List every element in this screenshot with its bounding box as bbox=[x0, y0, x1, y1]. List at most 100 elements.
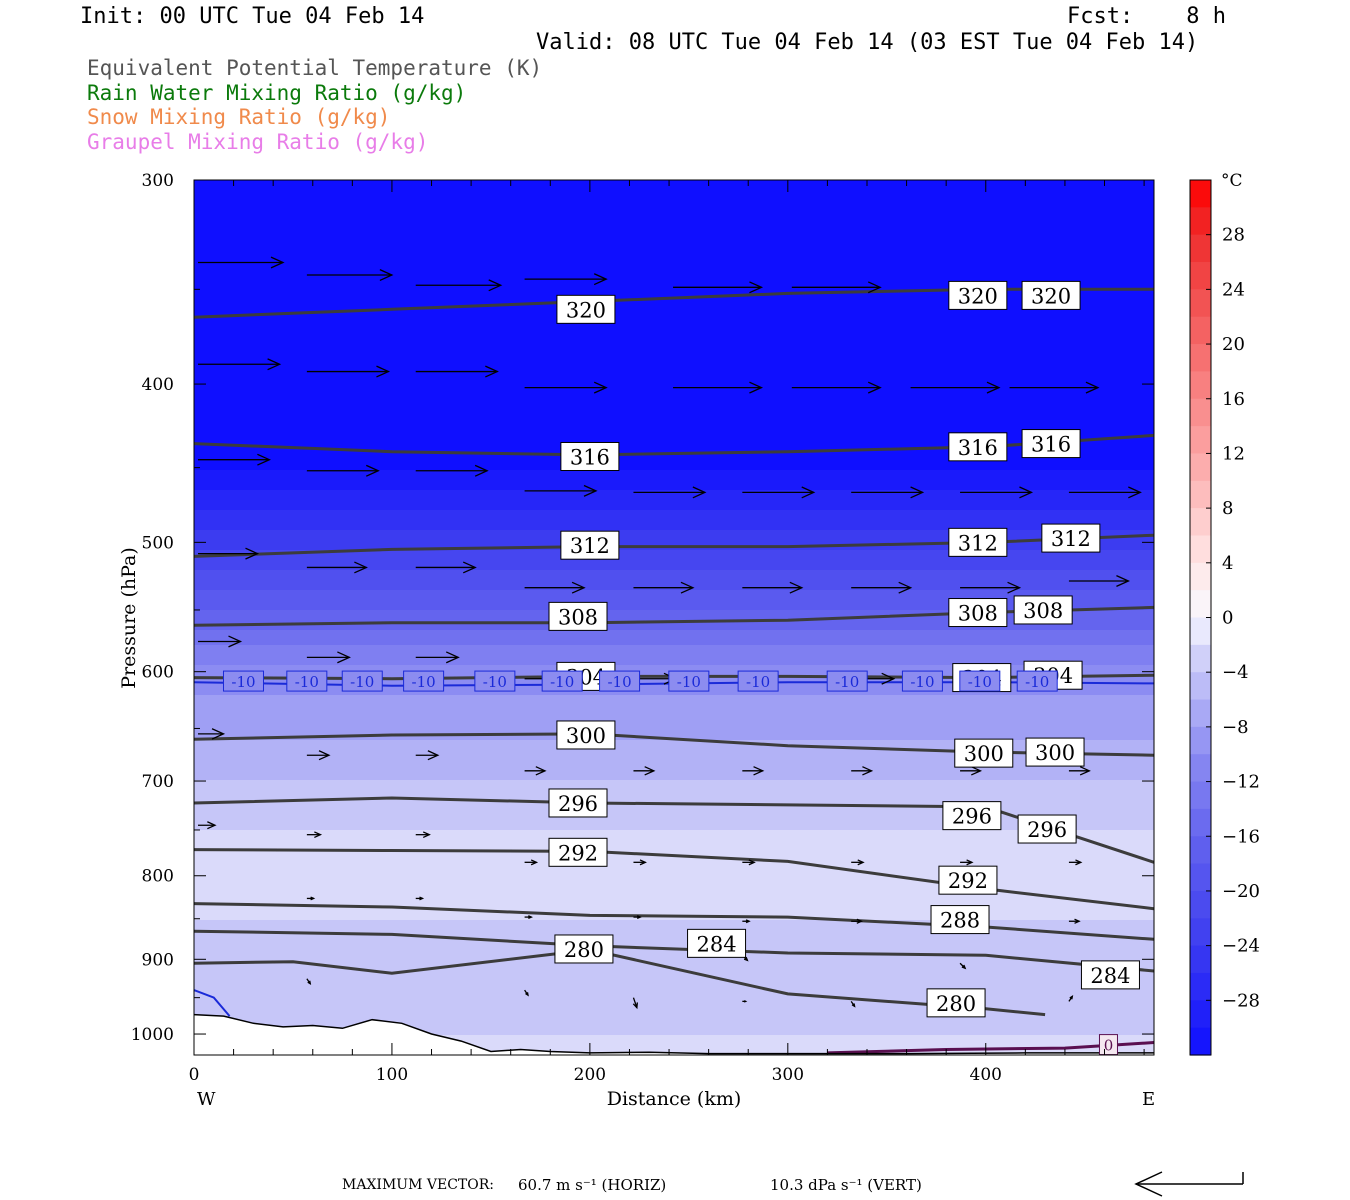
temperature-contour-label: -10 bbox=[222, 670, 264, 692]
wind-vector bbox=[1009, 381, 1100, 394]
temperature-band bbox=[194, 265, 1154, 271]
temperature-band bbox=[194, 530, 1154, 536]
temperature-band bbox=[194, 795, 1154, 801]
colorbar-tick-label: 28 bbox=[1222, 225, 1245, 246]
x-tick-label: 100 bbox=[376, 1065, 408, 1085]
temperature-contour-label: -10 bbox=[959, 670, 1001, 692]
temperature-band bbox=[194, 425, 1154, 431]
temperature-band bbox=[194, 465, 1154, 471]
temperature-band bbox=[194, 430, 1154, 436]
wind-vector bbox=[524, 273, 608, 286]
temperature-band bbox=[194, 880, 1154, 886]
theta-e-contour-label: 280 bbox=[926, 988, 986, 1018]
temperature-band bbox=[194, 1000, 1154, 1006]
temperature-band bbox=[194, 730, 1154, 736]
temperature-band bbox=[194, 190, 1154, 196]
temperature-band bbox=[194, 250, 1154, 256]
temperature-band bbox=[194, 810, 1154, 816]
wind-vector bbox=[198, 547, 260, 560]
temperature-band bbox=[194, 395, 1154, 401]
temperature-band bbox=[194, 220, 1154, 226]
temperature-band bbox=[194, 225, 1154, 231]
colorbar-tick-label: −4 bbox=[1222, 662, 1249, 683]
temperature-band bbox=[194, 230, 1154, 236]
colorbar: 28 24 20 16 12 8 4 0 −4 −8 −12 −16 −20 −24 −28 °C bbox=[1189, 171, 1260, 1056]
temperature-band bbox=[194, 910, 1154, 916]
temperature-band bbox=[194, 830, 1154, 836]
temperature-band bbox=[194, 1025, 1154, 1031]
colorbar-segment bbox=[1190, 808, 1211, 837]
temperature-field bbox=[194, 180, 1154, 1055]
temperature-band bbox=[194, 345, 1154, 351]
temperature-band bbox=[194, 325, 1154, 331]
colorbar-segment bbox=[1190, 754, 1211, 783]
terrain-surface-line bbox=[193, 1013, 1154, 1055]
temperature-band bbox=[194, 625, 1154, 631]
wind-vector bbox=[742, 859, 756, 866]
colorbar-segment bbox=[1190, 289, 1211, 318]
wind-vector bbox=[960, 486, 1034, 499]
temperature-contour-label: -10 bbox=[341, 670, 383, 692]
wind-vector bbox=[415, 464, 489, 477]
svg-text:-10: -10 bbox=[910, 673, 934, 691]
svg-text:-10: -10 bbox=[550, 673, 574, 691]
temperature-band bbox=[194, 350, 1154, 356]
temperature-band bbox=[194, 755, 1154, 761]
y-tick-label: 400 bbox=[142, 375, 174, 395]
temperature-band bbox=[194, 470, 1154, 476]
temperature-band bbox=[194, 825, 1154, 831]
svg-text:312: 312 bbox=[958, 531, 998, 555]
theta-e-contour-label: 312 bbox=[1041, 523, 1101, 553]
theta-e-contour-label: 320 bbox=[948, 280, 1008, 310]
theta-e-contour-label: 320 bbox=[556, 294, 616, 324]
theta-e-contour-label: 292 bbox=[548, 837, 608, 867]
temperature-band bbox=[194, 370, 1154, 376]
temperature-band bbox=[194, 890, 1154, 896]
temperature-band bbox=[194, 185, 1154, 191]
wind-vector bbox=[791, 381, 882, 394]
temperature-band bbox=[194, 725, 1154, 731]
temperature-band bbox=[194, 560, 1154, 566]
y-tick-label: 500 bbox=[142, 533, 174, 553]
colorbar-segment bbox=[1190, 945, 1211, 974]
theta-e-isoline-320 bbox=[194, 287, 1154, 319]
max-vector-vert: 10.3 dPa s⁻¹ (VERT) bbox=[770, 1176, 922, 1194]
forecast-hour: Fcst: 8 h bbox=[1067, 4, 1226, 29]
svg-text:-10: -10 bbox=[483, 673, 507, 691]
svg-text:300: 300 bbox=[964, 742, 1004, 766]
colorbar-tick-label: 20 bbox=[1222, 334, 1245, 355]
x-tick-label: 200 bbox=[574, 1065, 606, 1085]
temperature-band bbox=[194, 335, 1154, 341]
temperature-band bbox=[194, 790, 1154, 796]
temperature-band bbox=[194, 475, 1154, 481]
svg-text:-10: -10 bbox=[350, 673, 374, 691]
temperature-band bbox=[194, 660, 1154, 666]
temperature-band bbox=[194, 605, 1154, 611]
colorbar-tick-label: 4 bbox=[1222, 553, 1233, 574]
svg-text:296: 296 bbox=[558, 792, 598, 816]
temperature-band bbox=[194, 540, 1154, 546]
wind-vector bbox=[198, 635, 243, 648]
wind-vector bbox=[524, 484, 598, 497]
colorbar-segment bbox=[1190, 562, 1211, 591]
wind-vectors bbox=[198, 256, 1142, 1010]
temperature-band bbox=[194, 580, 1154, 586]
svg-text:312: 312 bbox=[1051, 527, 1091, 551]
svg-text:300: 300 bbox=[1035, 741, 1075, 765]
y-tick-label: 1000 bbox=[131, 1025, 174, 1045]
temperature-band bbox=[194, 575, 1154, 581]
wind-vector bbox=[415, 831, 431, 839]
svg-text:0: 0 bbox=[1104, 1037, 1114, 1055]
temperature-band bbox=[194, 215, 1154, 221]
colorbar-segment bbox=[1190, 590, 1211, 619]
temperature-band bbox=[194, 255, 1154, 261]
colorbar-segment bbox=[1190, 344, 1211, 373]
colorbar-segment bbox=[1190, 480, 1211, 509]
svg-text:316: 316 bbox=[1031, 433, 1071, 457]
svg-text:-10: -10 bbox=[231, 673, 255, 691]
legend-rain-water-mixing-ratio: Rain Water Mixing Ratio (g/kg) bbox=[87, 81, 467, 105]
temperature-band bbox=[194, 525, 1154, 531]
colorbar-segment bbox=[1190, 508, 1211, 537]
svg-text:308: 308 bbox=[1023, 599, 1063, 623]
temperature-band bbox=[194, 435, 1154, 441]
